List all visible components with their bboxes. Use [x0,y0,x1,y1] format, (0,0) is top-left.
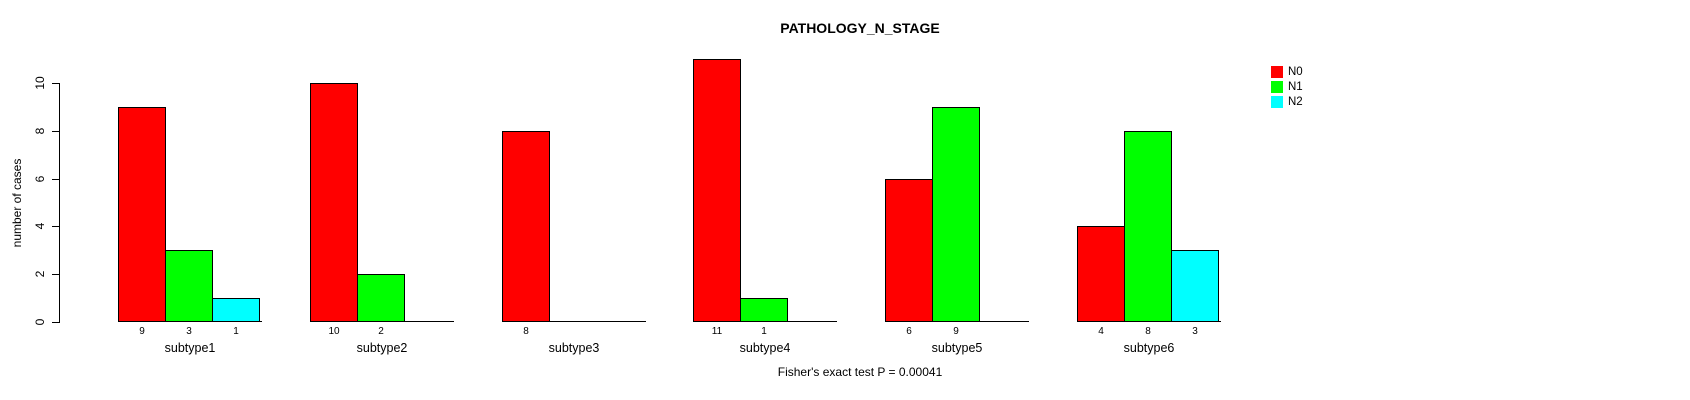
category-label: subtype1 [164,341,216,355]
legend-swatch-n1 [1271,81,1283,93]
bar-value-label: 8 [523,326,529,337]
y-tick [52,131,59,132]
bar-value-label: 9 [953,326,959,337]
y-tick-label: 6 [33,175,47,183]
bar-n0-subtype6 [1077,226,1125,322]
bar-value-label: 2 [378,326,384,337]
y-tick-label: 8 [33,127,47,135]
legend-item-n0: N0 [1271,66,1303,78]
x-baseline [502,321,646,322]
y-tick [52,179,59,180]
bar-value-label: 1 [761,326,767,337]
category-label: subtype5 [931,341,983,355]
category-label: subtype6 [1123,341,1175,355]
bar-n1-subtype4 [740,298,788,322]
legend-swatch-n0 [1271,66,1283,78]
bar-value-label: 3 [186,326,192,337]
y-tick-label: 2 [33,270,47,278]
legend-item-n2: N2 [1271,96,1303,108]
bar-n0-subtype1 [118,107,166,322]
bar-n1-subtype1 [165,250,213,322]
fisher-test-annotation: Fisher's exact test P = 0.00041 [777,365,943,379]
bar-n0-subtype5 [885,179,933,322]
category-label: subtype4 [739,341,791,355]
bar-value-label: 3 [1192,326,1198,337]
y-axis-line [59,83,60,323]
legend-label: N0 [1288,66,1303,78]
legend-swatch-n2 [1271,96,1283,108]
bar-value-label: 8 [1145,326,1151,337]
bar-n2-subtype1 [212,298,260,322]
category-label: subtype3 [548,341,600,355]
bar-n1-subtype5 [932,107,980,322]
bar-n0-subtype3 [502,131,550,322]
legend-label: N2 [1288,96,1303,108]
chart-title: PATHOLOGY_N_STAGE [780,20,940,36]
bar-value-label: 10 [328,326,340,337]
y-axis-title: number of cases [10,158,24,248]
bar-value-label: 11 [711,326,723,337]
legend-label: N1 [1288,81,1303,93]
bar-value-label: 6 [906,326,912,337]
bar-n0-subtype2 [310,83,358,322]
legend-item-n1: N1 [1271,81,1303,93]
bar-n2-subtype6 [1171,250,1219,322]
bar-n1-subtype2 [357,274,405,322]
legend: N0 N1 N2 [1271,66,1303,111]
bar-value-label: 4 [1098,326,1104,337]
bar-n1-subtype6 [1124,131,1172,322]
bar-n0-subtype4 [693,59,741,322]
y-tick-label: 0 [33,318,47,326]
bar-value-label: 1 [233,326,239,337]
bar-value-label: 9 [139,326,145,337]
y-tick [52,274,59,275]
y-tick [52,322,59,323]
y-tick-label: 10 [33,76,47,90]
y-tick [52,83,59,84]
category-label: subtype2 [356,341,408,355]
y-tick-label: 4 [33,222,47,230]
y-tick [52,226,59,227]
